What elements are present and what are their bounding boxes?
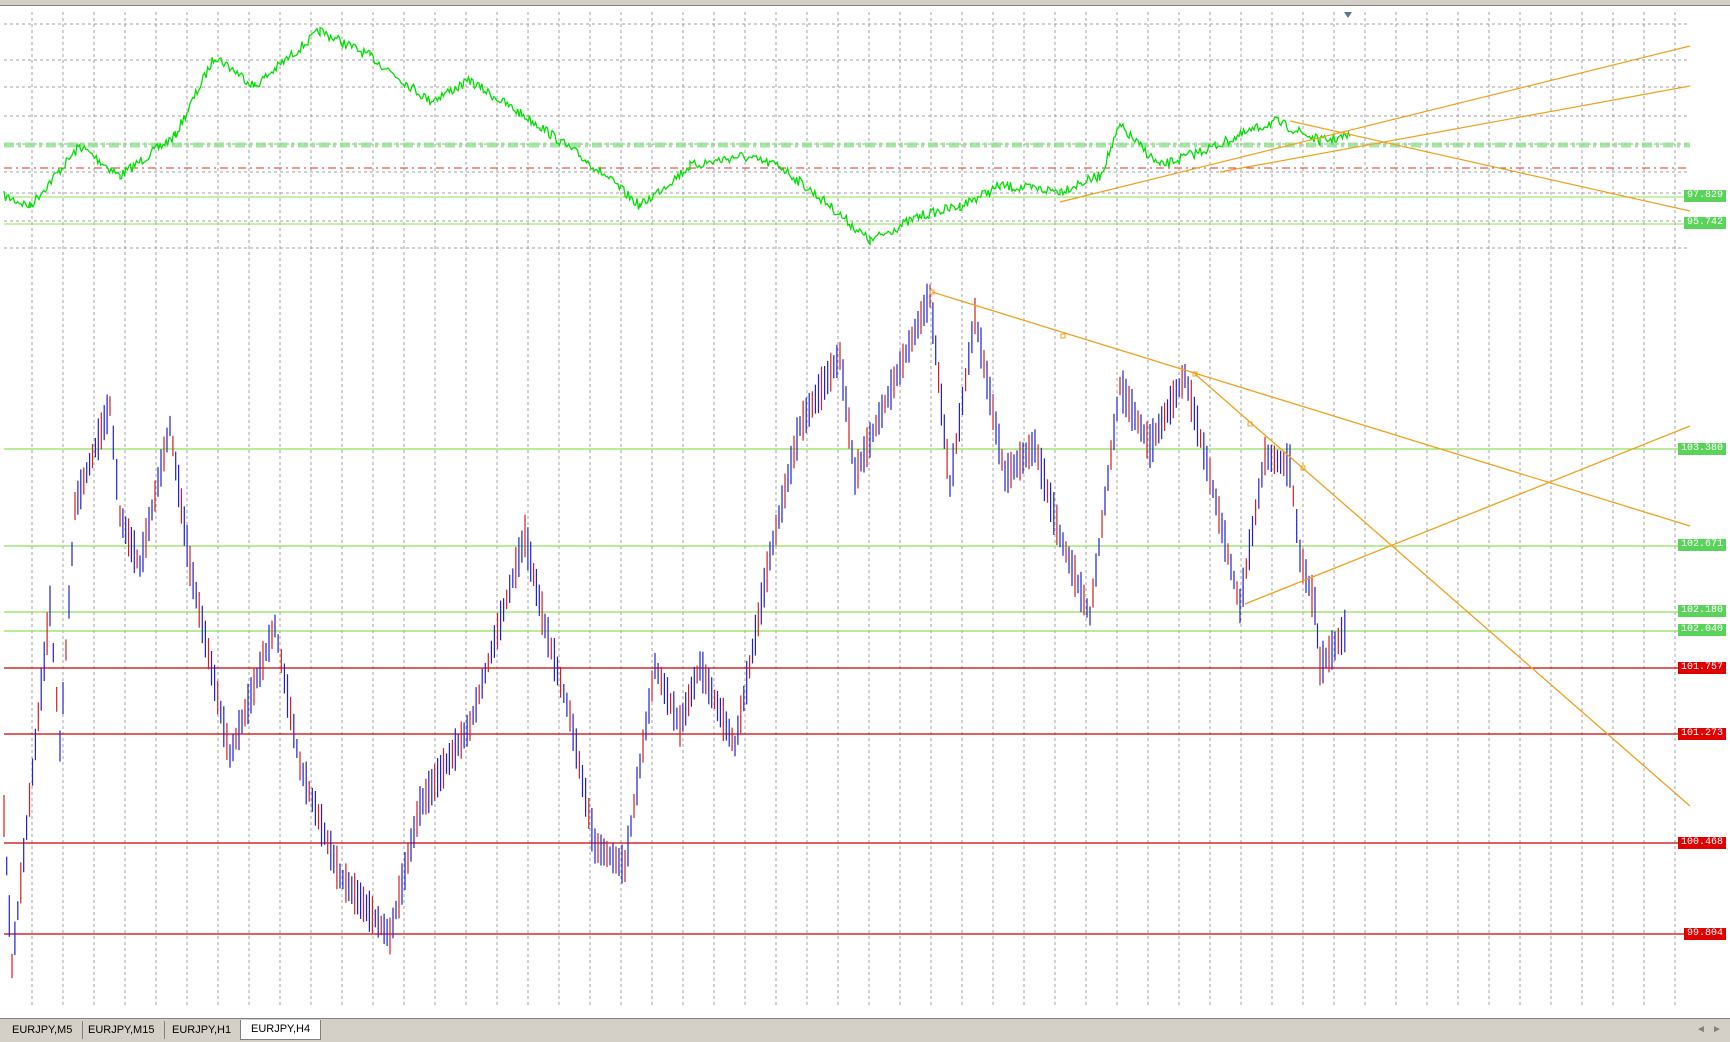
tab-eurjpy-h4[interactable]: EURJPY,H4 [240, 1020, 322, 1040]
shift-marker-icon [1344, 12, 1352, 18]
scroll-right-icon[interactable]: ► [1712, 1024, 1722, 1035]
upper-price-label-1: 97.829 [1683, 190, 1726, 202]
trendline-anchor-point [1247, 421, 1253, 427]
price-label-99804: 99.804 [1683, 928, 1726, 940]
upper-trendline-3 [1289, 120, 1691, 212]
tab-eurjpy-h1[interactable]: EURJPY,H1 [162, 1021, 243, 1039]
price-label-103380: 103.380 [1677, 443, 1726, 455]
price-label-102671: 102.671 [1677, 539, 1726, 551]
main-trendline-steep [1194, 373, 1691, 807]
upper-price-line [3, 27, 1351, 247]
main-trendline-descending [931, 291, 1691, 527]
price-label-100468: 100.468 [1677, 837, 1726, 849]
chart-window[interactable]: 97.829 95.742 103.380 102.671 102.180 10… [0, 6, 1730, 1018]
tab-eurjpy-m5[interactable]: EURJPY,M5 [2, 1021, 84, 1039]
chart-canvas[interactable] [0, 6, 1730, 1018]
price-label-101757: 101.757 [1677, 662, 1726, 674]
trendline-anchor-point [1300, 465, 1306, 471]
tab-eurjpy-m15[interactable]: EURJPY,M15 [78, 1021, 166, 1039]
main-trendline-ascending [1244, 425, 1691, 605]
window-top-border [0, 0, 1730, 6]
price-label-102180: 102.180 [1677, 605, 1726, 617]
trendline-anchor-point [929, 289, 935, 295]
upper-trendline-1 [1059, 45, 1691, 203]
price-label-101273: 101.273 [1677, 728, 1726, 740]
trendline-anchor-point [1192, 371, 1198, 377]
upper-price-label-2: 95.742 [1683, 217, 1726, 229]
trendline-anchor-point [1060, 333, 1066, 339]
chart-tab-bar: EURJPY,M5 EURJPY,M15 EURJPY,H1 EURJPY,H4… [0, 1018, 1730, 1042]
scroll-left-icon[interactable]: ◄ [1696, 1024, 1706, 1035]
price-label-102040: 102.040 [1677, 624, 1726, 636]
upper-trendline-2 [1219, 85, 1691, 173]
